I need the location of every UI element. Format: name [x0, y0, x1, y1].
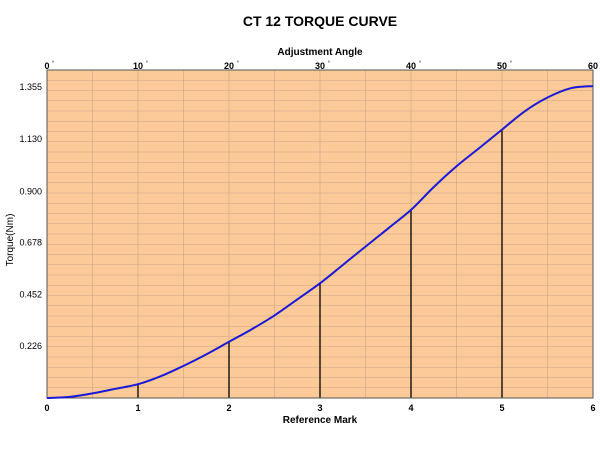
- x2-tick-degree: °: [237, 61, 240, 67]
- plot-area: 01234560°10°20°30°40°50°60°0.2260.4520.6…: [19, 61, 598, 413]
- x2-tick-degree: °: [419, 61, 422, 67]
- x-tick-label: 1: [135, 403, 140, 413]
- x2-tick-label: 20: [224, 61, 234, 71]
- x2-tick-label: 40: [406, 61, 416, 71]
- top-axis-title: Adjustment Angle: [277, 47, 363, 58]
- y-tick-label: 0.678: [19, 237, 42, 247]
- plot-frame: [46, 69, 594, 399]
- x2-tick-degree: °: [510, 61, 513, 67]
- x2-tick-degree: °: [52, 61, 55, 67]
- x2-tick-label: 10: [133, 61, 143, 71]
- y-tick-label: 1.355: [19, 82, 42, 92]
- x2-tick-label: 0: [44, 61, 49, 71]
- x2-tick-label: 60: [588, 61, 598, 71]
- bottom-axis-title: Reference Mark: [283, 415, 358, 426]
- x-tick-label: 6: [590, 403, 595, 413]
- x-tick-label: 5: [499, 403, 504, 413]
- x2-tick-degree: °: [146, 61, 149, 67]
- chart-title: CT 12 TORQUE CURVE: [243, 13, 397, 29]
- x-tick-label: 4: [408, 403, 413, 413]
- x-tick-label: 3: [317, 403, 322, 413]
- y-axis-title: Torque(Nm): [5, 214, 16, 267]
- x2-tick-degree: °: [328, 61, 331, 67]
- torque-curve-line: [46, 85, 594, 399]
- y-tick-label: 0.452: [19, 289, 42, 299]
- y-tick-label: 0.226: [19, 341, 42, 351]
- x2-tick-label: 50: [497, 61, 507, 71]
- x-tick-label: 0: [44, 403, 49, 413]
- y-tick-label: 1.130: [19, 134, 42, 144]
- y-tick-label: 0.900: [19, 187, 42, 197]
- x-tick-label: 2: [226, 403, 231, 413]
- x2-tick-label: 30: [315, 61, 325, 71]
